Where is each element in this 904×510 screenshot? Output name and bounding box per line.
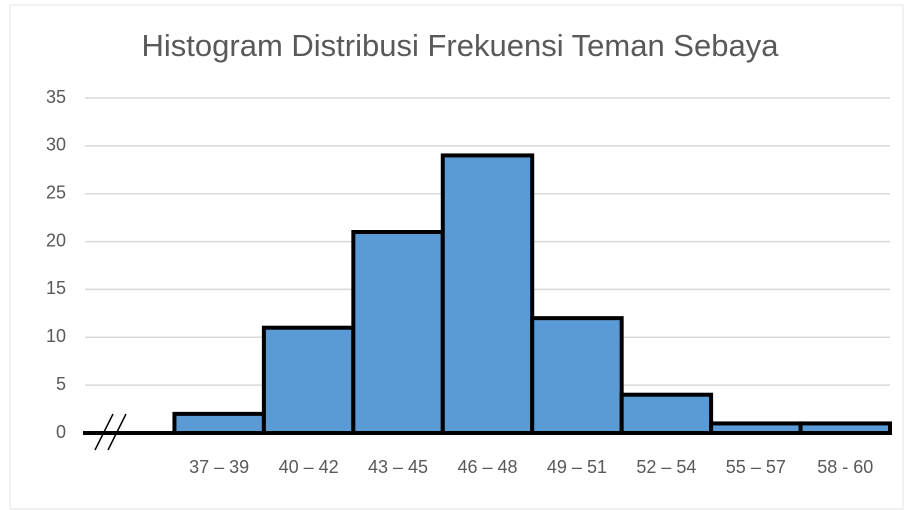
bar <box>440 153 535 436</box>
x-tick-label: 40 – 42 <box>279 457 339 477</box>
axis-break <box>107 413 127 451</box>
bar <box>619 392 714 436</box>
bar <box>530 316 624 435</box>
y-tick-label: 5 <box>56 374 66 394</box>
x-tick-label: 46 – 48 <box>457 457 517 477</box>
y-tick-label: 30 <box>46 135 66 155</box>
chart-title: Histogram Distribusi Frekuensi Teman Seb… <box>142 28 780 63</box>
x-tick-label: 58 - 60 <box>817 457 873 477</box>
x-tick-label: 49 – 51 <box>547 457 607 477</box>
y-tick-label: 20 <box>46 230 66 250</box>
y-tick-label: 35 <box>46 87 66 107</box>
y-tick-label: 10 <box>46 326 66 346</box>
y-tick-label: 0 <box>56 422 66 442</box>
bars <box>83 153 892 451</box>
y-tick-label: 25 <box>46 182 66 202</box>
x-tick-label: 37 – 39 <box>189 457 249 477</box>
bar <box>172 411 266 436</box>
x-tick-label: 52 – 54 <box>636 457 696 477</box>
x-tick-label: 43 – 45 <box>368 457 428 477</box>
y-tick-label: 15 <box>46 278 66 298</box>
bar <box>261 325 356 436</box>
bar <box>351 230 445 435</box>
labels: 0 5 10 15 20 25 30 35 37 – 39 40 – 42 43 – 45 46 – … <box>46 87 873 477</box>
x-tick-label: 55 – 57 <box>726 457 786 477</box>
axis-break <box>94 413 114 451</box>
